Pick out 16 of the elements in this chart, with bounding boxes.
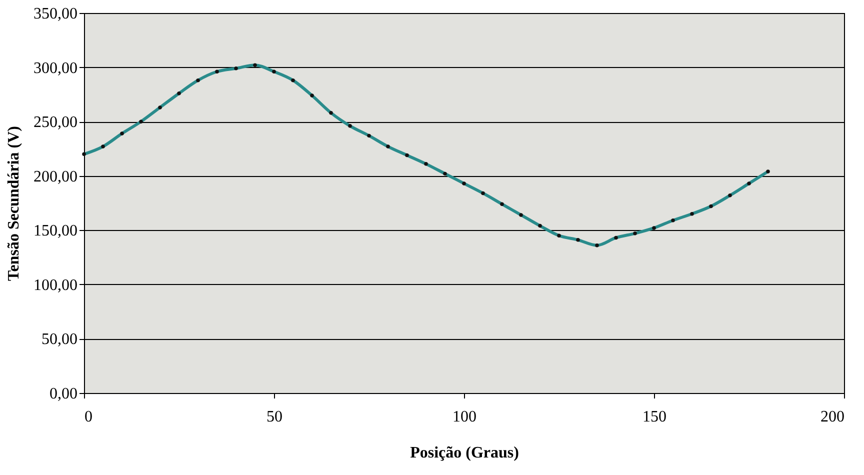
- x-tick-label: 150: [642, 408, 666, 426]
- y-tick-label: 250,00: [34, 114, 78, 132]
- y-axis-title: Tensão Secundária (V): [6, 126, 22, 281]
- x-tick-label: 200: [820, 408, 844, 426]
- x-axis-title: Posição (Graus): [410, 444, 519, 462]
- y-tick-label: 350,00: [34, 6, 78, 22]
- x-tick-label: 0: [84, 408, 92, 426]
- y-tick-label: 300,00: [34, 60, 78, 77]
- y-tick-label: 0,00: [50, 386, 78, 402]
- line-series: [82, 63, 770, 248]
- y-tick-label: 200,00: [34, 168, 78, 186]
- x-tick-label: 50: [266, 408, 282, 426]
- y-tick-label: 150,00: [34, 222, 78, 240]
- y-tick-label: 50,00: [42, 331, 78, 348]
- y-tick-label: 100,00: [34, 276, 78, 294]
- x-tick-label: 100: [452, 408, 476, 426]
